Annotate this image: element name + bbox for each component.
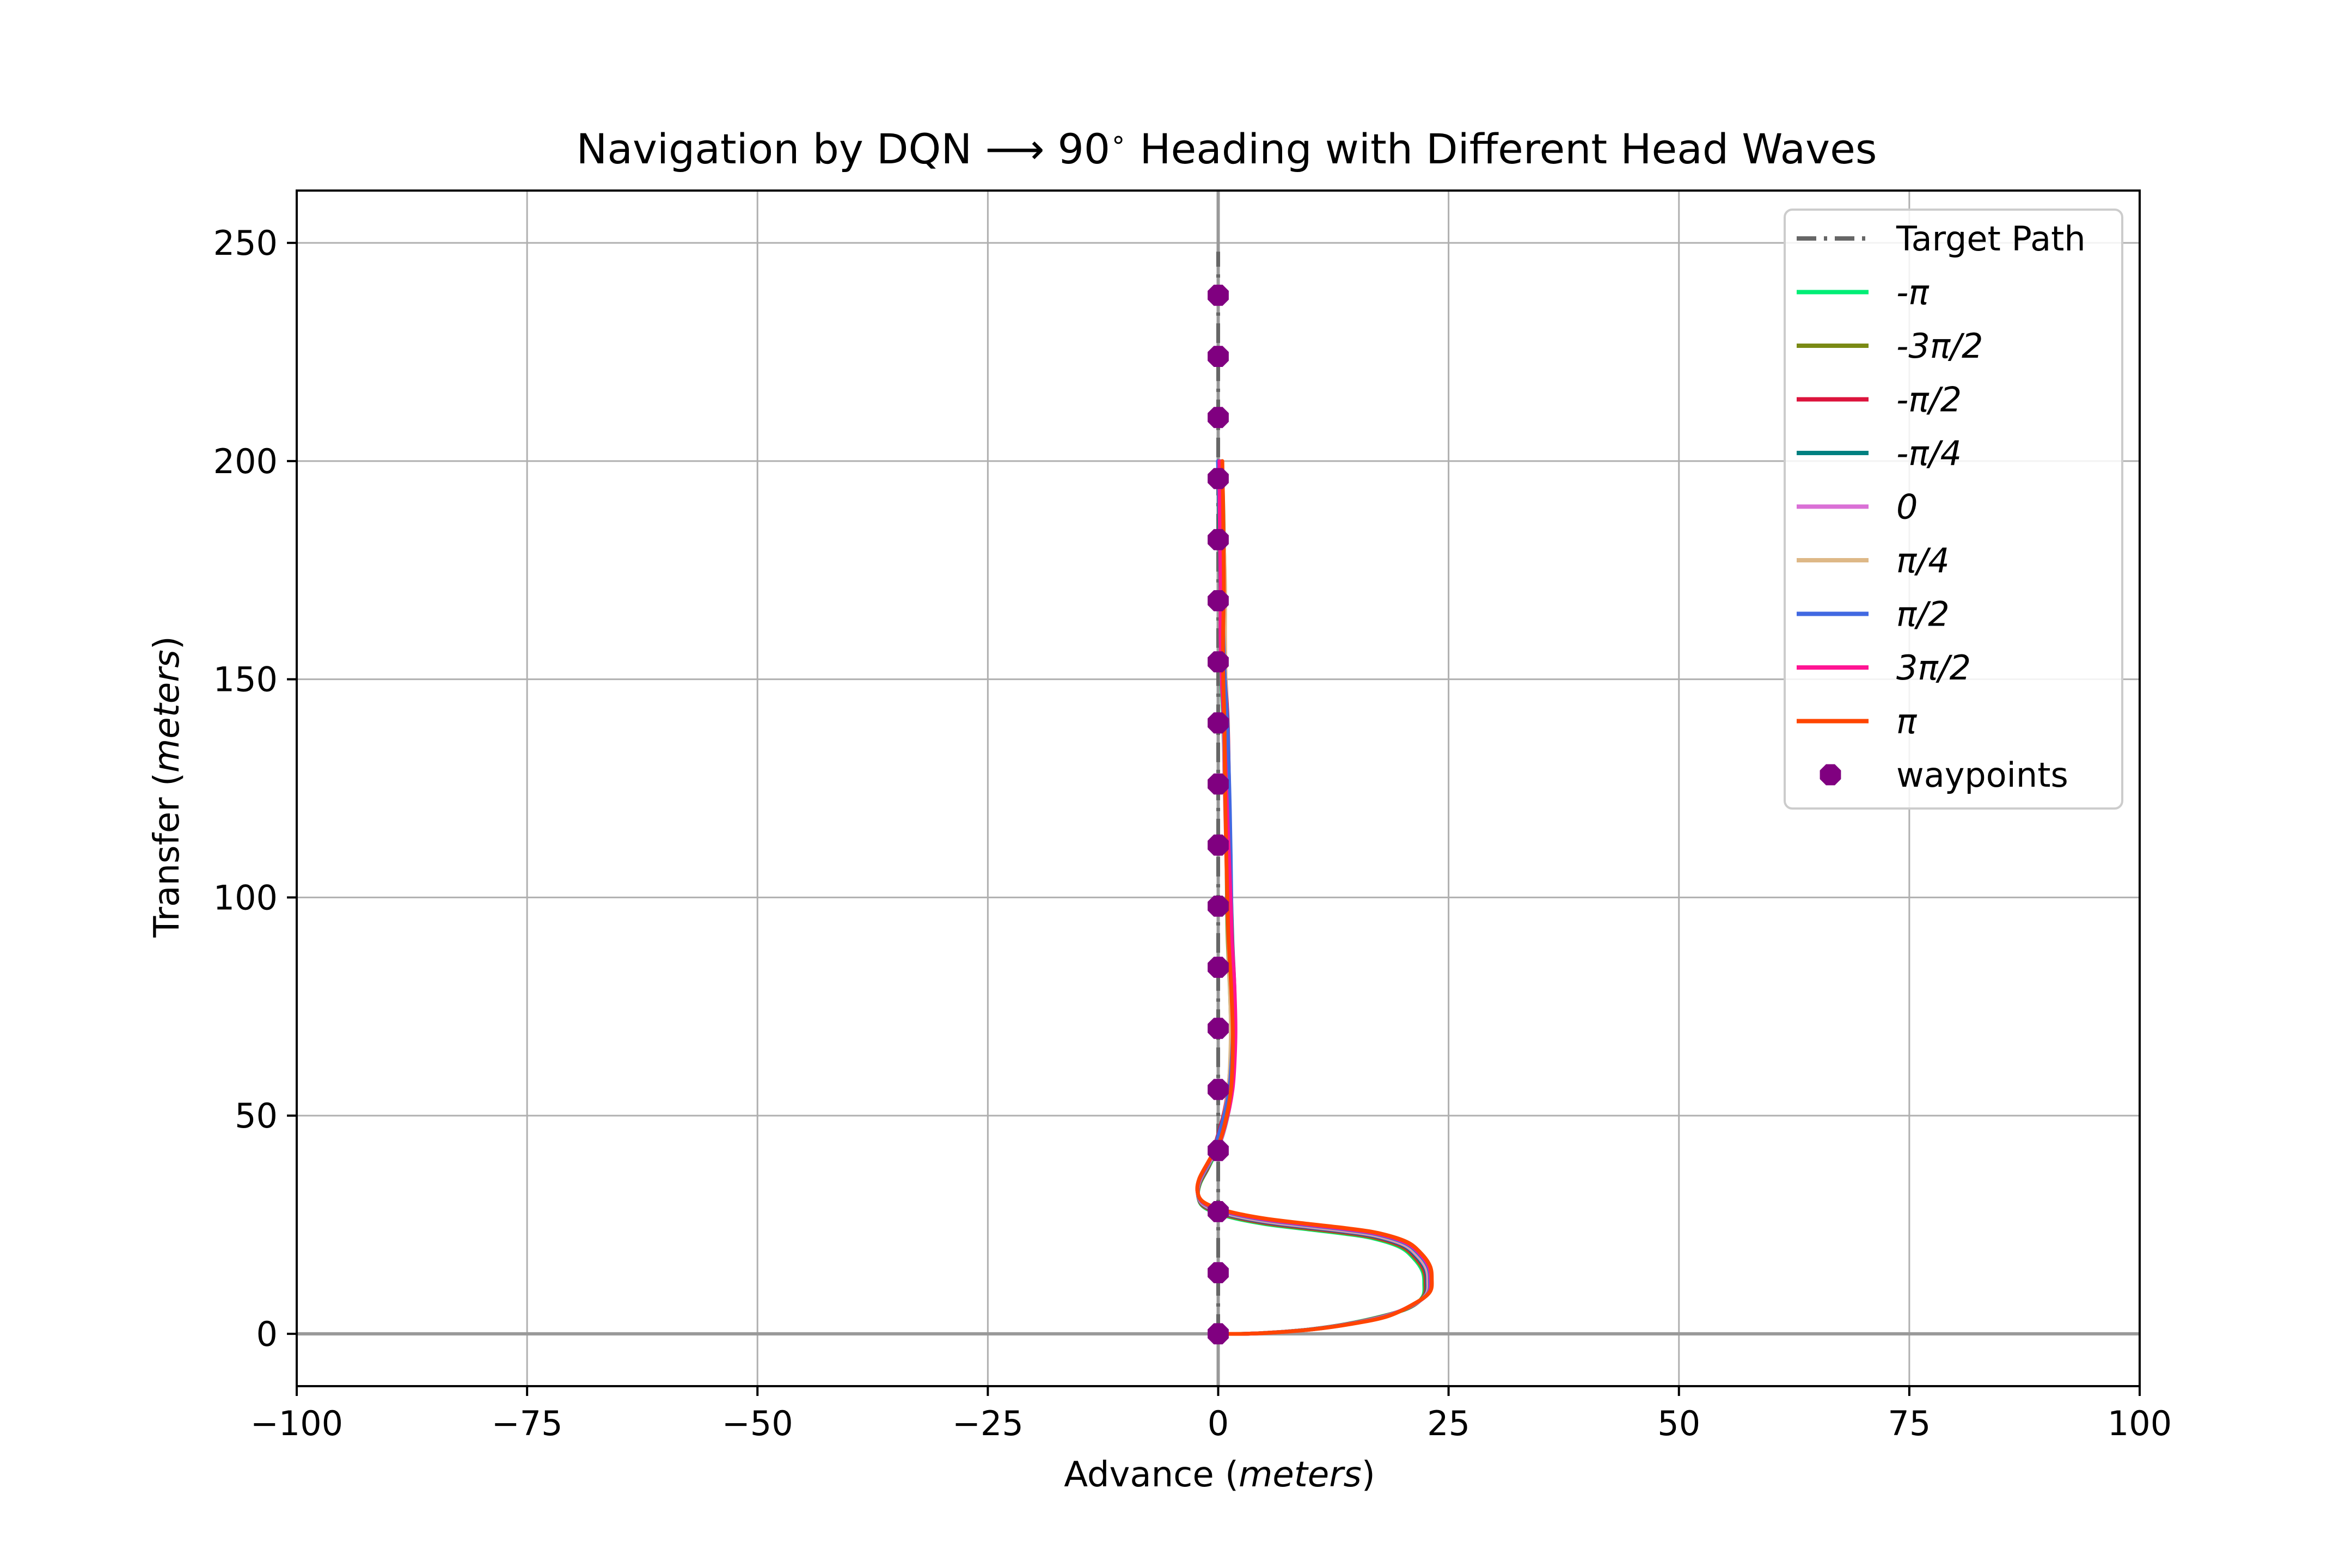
chart-title: Navigation by DQN ⟶ 90∘ Heading with Dif… bbox=[577, 124, 1877, 173]
waypoint-marker bbox=[1208, 1201, 1229, 1222]
legend-label: 0 bbox=[1896, 487, 1918, 527]
waypoint-marker bbox=[1208, 896, 1229, 917]
x-axis-label: Advance (meters) bbox=[1064, 1455, 1375, 1495]
waypoint-marker bbox=[1208, 1262, 1229, 1283]
legend-label: -π/4 bbox=[1896, 433, 1962, 473]
waypoint-marker bbox=[1208, 957, 1229, 978]
legend-label: π/4 bbox=[1896, 541, 1950, 580]
waypoint-marker bbox=[1208, 834, 1229, 856]
waypoint-marker bbox=[1208, 590, 1229, 611]
waypoint-marker bbox=[1208, 468, 1229, 489]
waypoint-marker bbox=[1208, 1018, 1229, 1039]
y-tick-label: 0 bbox=[256, 1314, 278, 1354]
x-tick-label: −100 bbox=[250, 1404, 343, 1443]
y-tick-label: 150 bbox=[213, 660, 278, 700]
legend-label: Target Path bbox=[1896, 219, 2086, 259]
legend: Target Path -π -3π/2 -π/2 -π/4 0 π/4 π/2 3π/2 π wa… bbox=[1784, 209, 2123, 810]
y-tick-label: 200 bbox=[213, 442, 278, 481]
y-tick-label: 50 bbox=[235, 1096, 278, 1136]
legend-label: -π/2 bbox=[1896, 380, 1962, 420]
legend-marker bbox=[1820, 764, 1841, 786]
y-axis-ticks: 0 50 100 150 200 250 bbox=[213, 223, 297, 1354]
waypoint-marker bbox=[1208, 346, 1229, 367]
waypoint-marker bbox=[1208, 407, 1229, 428]
waypoint-marker bbox=[1208, 773, 1229, 795]
x-axis-ticks: −100 −75 −50 −25 0 25 50 75 100 bbox=[250, 1386, 2172, 1443]
legend-label: π bbox=[1896, 702, 1918, 742]
y-axis-label: Transfer (meters) bbox=[147, 636, 187, 938]
x-tick-label: 100 bbox=[2108, 1404, 2172, 1443]
waypoint-marker bbox=[1208, 1140, 1229, 1161]
x-tick-label: −75 bbox=[492, 1404, 563, 1443]
waypoint-marker bbox=[1208, 529, 1229, 550]
legend-box bbox=[1784, 209, 2123, 810]
x-tick-label: 25 bbox=[1427, 1404, 1470, 1443]
legend-label: 3π/2 bbox=[1896, 648, 1971, 688]
waypoint-marker bbox=[1208, 284, 1229, 306]
waypoints-series bbox=[1208, 284, 1229, 1345]
waypoint-marker bbox=[1208, 1323, 1229, 1345]
x-tick-label: −25 bbox=[952, 1404, 1024, 1443]
x-tick-label: 75 bbox=[1888, 1404, 1931, 1443]
x-tick-label: 0 bbox=[1208, 1404, 1229, 1443]
x-tick-label: −50 bbox=[722, 1404, 793, 1443]
x-tick-label: 50 bbox=[1657, 1404, 1700, 1443]
waypoint-marker bbox=[1208, 1079, 1229, 1100]
y-tick-label: 100 bbox=[213, 878, 278, 917]
legend-label: -3π/2 bbox=[1896, 326, 1983, 366]
waypoint-marker bbox=[1208, 651, 1229, 672]
legend-label: -π bbox=[1896, 273, 1930, 313]
y-tick-label: 250 bbox=[213, 223, 278, 263]
legend-label: π/2 bbox=[1896, 595, 1950, 634]
waypoint-marker bbox=[1208, 712, 1229, 734]
legend-label: waypoints bbox=[1896, 755, 2068, 795]
